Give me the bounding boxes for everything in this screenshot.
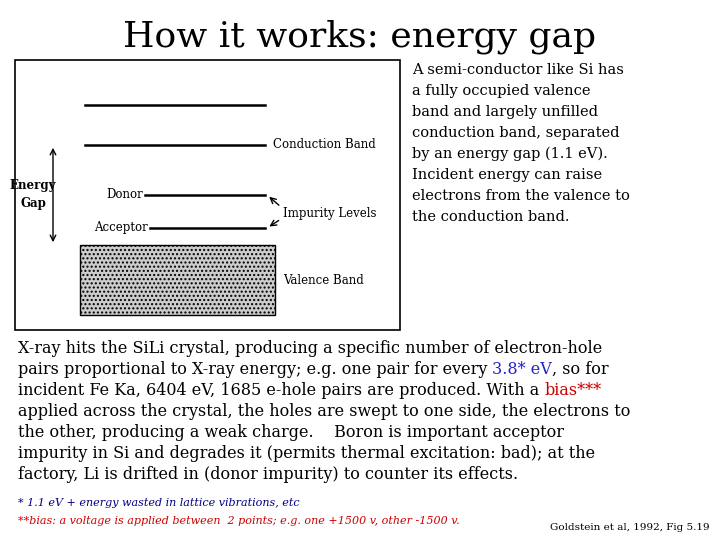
Text: pairs proportional to X-ray energy; e.g. one pair for every: pairs proportional to X-ray energy; e.g.… (18, 361, 492, 378)
Text: How it works: energy gap: How it works: energy gap (123, 20, 597, 55)
Text: bias***: bias*** (544, 382, 601, 399)
Text: Acceptor: Acceptor (94, 221, 148, 234)
Text: * 1.1 eV + energy wasted in lattice vibrations, etc: * 1.1 eV + energy wasted in lattice vibr… (18, 498, 300, 508)
Text: a fully occupied valence: a fully occupied valence (412, 84, 590, 98)
Text: **bias: a voltage is applied between  2 points; e.g. one +1500 v, other -1500 v.: **bias: a voltage is applied between 2 p… (18, 516, 459, 526)
Text: incident Fe Ka, 6404 eV, 1685 e-hole pairs are produced. With a: incident Fe Ka, 6404 eV, 1685 e-hole pai… (18, 382, 544, 399)
Text: Energy: Energy (10, 179, 56, 192)
Text: the other, producing a weak charge.    Boron is important acceptor: the other, producing a weak charge. Boro… (18, 424, 564, 441)
Bar (15, 60, 400, 330)
Text: Goldstein et al, 1992, Fig 5.19: Goldstein et al, 1992, Fig 5.19 (550, 523, 710, 532)
Bar (80, 245, 275, 315)
Text: impurity in Si and degrades it (permits thermal excitation: bad); at the: impurity in Si and degrades it (permits … (18, 445, 595, 462)
Text: 3.8* eV: 3.8* eV (492, 361, 552, 378)
Text: Donor: Donor (107, 188, 143, 201)
Text: factory, Li is drifted in (donor impurity) to counter its effects.: factory, Li is drifted in (donor impurit… (18, 466, 518, 483)
Text: by an energy gap (1.1 eV).: by an energy gap (1.1 eV). (412, 147, 608, 161)
Text: , so for: , so for (552, 361, 609, 378)
Text: Gap: Gap (20, 198, 46, 211)
Text: band and largely unfilled: band and largely unfilled (412, 105, 598, 119)
Text: Incident energy can raise: Incident energy can raise (412, 168, 602, 182)
Text: electrons from the valence to: electrons from the valence to (412, 189, 630, 203)
Text: A semi-conductor like Si has: A semi-conductor like Si has (412, 63, 624, 77)
Text: conduction band, separated: conduction band, separated (412, 126, 619, 140)
Text: Conduction Band: Conduction Band (273, 138, 376, 152)
Text: Impurity Levels: Impurity Levels (283, 206, 377, 219)
Text: applied across the crystal, the holes are swept to one side, the electrons to: applied across the crystal, the holes ar… (18, 403, 631, 420)
Text: the conduction band.: the conduction band. (412, 210, 570, 224)
Text: Valence Band: Valence Band (283, 273, 364, 287)
Text: X-ray hits the SiLi crystal, producing a specific number of electron-hole: X-ray hits the SiLi crystal, producing a… (18, 340, 602, 357)
